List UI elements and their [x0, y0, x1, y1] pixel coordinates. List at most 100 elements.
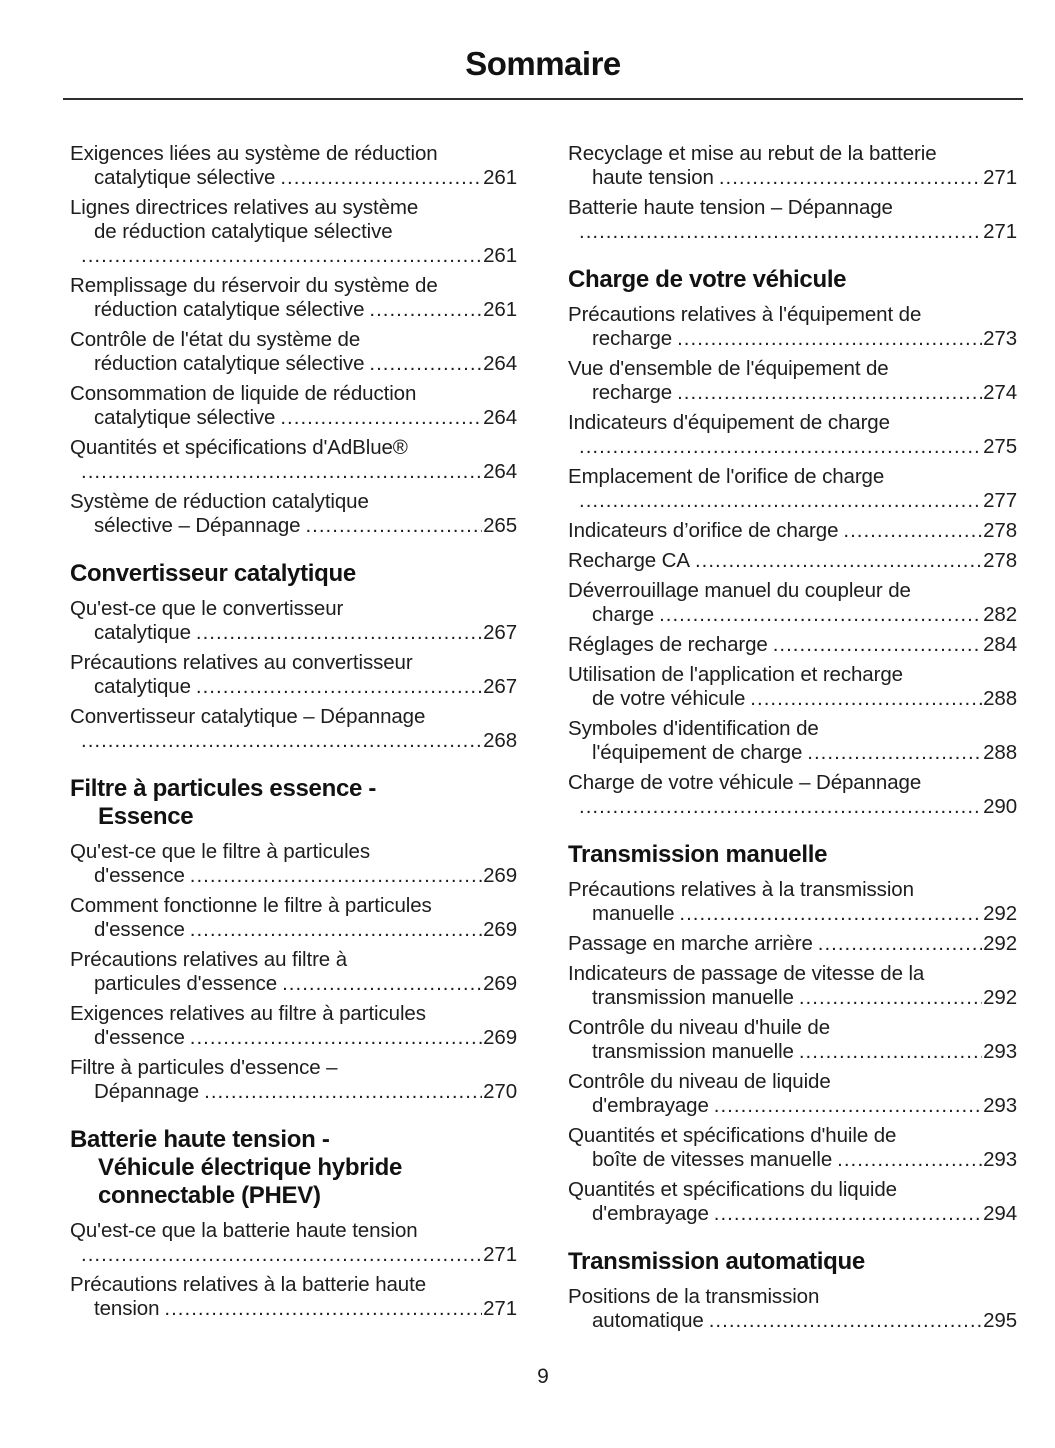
toc-entry-text: haute tension [592, 166, 714, 189]
dot-leader [369, 352, 482, 376]
toc-entry: Exigences relatives au filtre à particul… [70, 1002, 517, 1050]
toc-entry: Indicateurs d'équipement de charge 275 [568, 411, 1017, 459]
toc-entry: Indicateurs d’orifice de charge 278 [568, 519, 1017, 543]
dot-leader [773, 633, 982, 657]
toc-column-right: Recyclage et mise au rebut de la batteri… [568, 142, 1017, 1333]
toc-page-number: 293 [983, 1040, 1017, 1063]
dot-leader [280, 406, 482, 430]
toc-entry: Qu'est-ce que le filtre à particules d'es… [70, 840, 517, 888]
toc-section-heading-line: Essence [98, 803, 194, 830]
toc-entry-line: Contrôle du niveau d'huile de [568, 1016, 831, 1039]
toc-entry-line: Système de réduction catalytique [70, 490, 369, 513]
toc-entry-text: Dépannage [94, 1080, 200, 1103]
toc-entry-line: Positions de la transmission [568, 1285, 820, 1308]
toc-entry-line: Quantités et spécifications d'huile de [568, 1124, 897, 1147]
toc-entry-line: Précautions relatives à l'équipement de [568, 303, 922, 326]
toc-entry-line: Précautions relatives au convertisseur [70, 651, 413, 674]
toc-page-number: 294 [983, 1202, 1017, 1225]
dot-leader [81, 729, 482, 753]
toc-entry-text: de votre véhicule [592, 687, 746, 710]
dot-leader [369, 298, 482, 322]
toc-entry-text: manuelle [592, 902, 675, 925]
toc-entry: Convertisseur catalytique – Dépannage 268 [70, 705, 517, 753]
toc-entry: Exigences liées au système de réduction c… [70, 142, 517, 190]
toc-page-number: 295 [983, 1309, 1017, 1332]
toc-entry-line: Utilisation de l'application et recharge [568, 663, 903, 686]
toc-entry-text: catalytique sélective [94, 166, 276, 189]
toc-entry: Symboles d'identification de l'équipement… [568, 717, 1017, 765]
toc-entry: Contrôle de l'état du système de réductio… [70, 328, 517, 376]
toc-entry-text: d'essence [94, 1026, 185, 1049]
toc-entry-text: charge [592, 603, 655, 626]
dot-leader [164, 1297, 482, 1321]
toc-page-number: 271 [483, 1297, 517, 1320]
toc-column-left: Exigences liées au système de réduction c… [70, 142, 517, 1333]
dot-leader [799, 986, 982, 1010]
dot-leader [714, 1094, 982, 1118]
toc-page-number: 292 [983, 932, 1017, 955]
toc-entry: Batterie haute tension – Dépannage 271 [568, 196, 1017, 244]
dot-leader [807, 741, 982, 765]
toc-entry-text: Passage en marche arrière [568, 932, 813, 955]
toc-entry-line: Exigences liées au système de réduction [70, 142, 438, 165]
toc-entry-line: Quantités et spécifications du liquide [568, 1178, 897, 1201]
toc-page-number: 278 [983, 519, 1017, 542]
toc-entry: Passage en marche arrière 292 [568, 932, 1017, 956]
toc-page-number: 275 [983, 435, 1017, 458]
toc-page-number: 274 [983, 381, 1017, 404]
dot-leader [196, 621, 482, 645]
toc-entry-line: Comment fonctionne le filtre à particule… [70, 894, 432, 917]
toc-page-number: 265 [483, 514, 517, 537]
toc-entry: Précautions relatives à la transmission m… [568, 878, 1017, 926]
toc-entry: Emplacement de l'orifice de charge 277 [568, 465, 1017, 513]
toc-entry-line: Précautions relatives à la transmission [568, 878, 914, 901]
toc-entry-text: boîte de vitesses manuelle [592, 1148, 833, 1171]
toc-page-number: 288 [983, 741, 1017, 764]
toc-entry-line: Lignes directrices relatives au système [70, 196, 419, 219]
dot-leader [659, 603, 982, 627]
toc-page-number: 264 [483, 406, 517, 429]
toc-section-heading: Transmission automatique [568, 1248, 1017, 1276]
toc-page-number: 261 [483, 244, 517, 267]
toc-section-heading-line: connectable (PHEV) [98, 1182, 321, 1209]
dot-leader [695, 549, 982, 573]
toc-entry: Recharge CA 278 [568, 549, 1017, 573]
toc-section-heading-line: Convertisseur catalytique [70, 560, 356, 587]
dot-leader [81, 1243, 482, 1267]
toc-entry-text: d'embrayage [592, 1094, 709, 1117]
toc-section-heading-line: Batterie haute tension - [70, 1126, 330, 1153]
toc-entry-text: catalytique sélective [94, 406, 276, 429]
toc-page-number: 261 [483, 298, 517, 321]
toc-entry-text: Recharge CA [568, 549, 690, 572]
toc-entry-text: particules d'essence [94, 972, 278, 995]
toc-entry: Contrôle du niveau de liquide d'embrayage… [568, 1070, 1017, 1118]
toc-page-number: 277 [983, 489, 1017, 512]
toc-page-number: 270 [483, 1080, 517, 1103]
toc-entry-line: Symboles d'identification de [568, 717, 819, 740]
toc-entry-line: Contrôle de l'état du système de [70, 328, 361, 351]
dot-leader [305, 514, 482, 538]
toc-entry-line: Précautions relatives à la batterie haut… [70, 1273, 427, 1296]
toc-entry-line: Qu'est-ce que le filtre à particules [70, 840, 370, 863]
dot-leader [579, 435, 982, 459]
toc-section-heading-line: Charge de votre véhicule [568, 266, 847, 293]
toc-entry-line: Charge de votre véhicule – Dépannage [568, 771, 922, 794]
toc-entry: Charge de votre véhicule – Dépannage 290 [568, 771, 1017, 819]
dot-leader [579, 489, 982, 513]
toc-page-number: 293 [983, 1094, 1017, 1117]
toc-entry-line: Emplacement de l'orifice de charge [568, 465, 885, 488]
toc-section-heading-line: Filtre à particules essence - [70, 775, 377, 802]
dot-leader [190, 918, 482, 942]
toc-entry: Utilisation de l'application et recharge… [568, 663, 1017, 711]
toc-page-number: 264 [483, 352, 517, 375]
toc-page-number: 264 [483, 460, 517, 483]
toc-entry: Précautions relatives à l'équipement de r… [568, 303, 1017, 351]
toc-page-number: 271 [983, 166, 1017, 189]
dot-leader [837, 1148, 982, 1172]
toc-section-heading: Filtre à particules essence - Essence [70, 775, 517, 831]
title-divider [63, 98, 1023, 100]
toc-entry: Remplissage du réservoir du système de ré… [70, 274, 517, 322]
toc-page-number: 278 [983, 549, 1017, 572]
dot-leader [81, 244, 482, 268]
